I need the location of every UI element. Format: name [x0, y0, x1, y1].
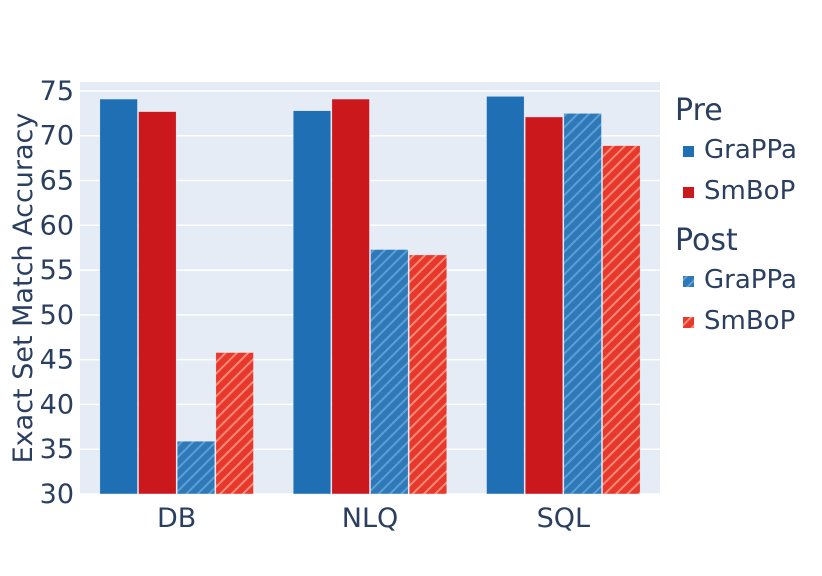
bar-post-grappa-nlq — [370, 249, 409, 495]
y-tick-label: 75 — [40, 76, 74, 107]
y-tick-label: 40 — [40, 389, 74, 420]
x-tick-label: SQL — [537, 503, 590, 534]
bar-post-smbop-db — [215, 352, 254, 495]
y-tick-label: 45 — [40, 345, 74, 376]
bars — [99, 96, 641, 495]
bar-pre-smbop-sql — [524, 116, 564, 495]
legend-swatch — [683, 317, 694, 328]
bar-post-grappa-sql — [563, 113, 602, 495]
y-tick-label: 35 — [40, 434, 74, 465]
bar-pre-grappa-nlq — [292, 110, 332, 495]
legend-swatch — [683, 146, 694, 157]
legend-label-grappa: GraPPa — [704, 265, 797, 295]
gridlines — [80, 90, 660, 495]
bar-pre-grappa-sql — [486, 96, 525, 495]
x-tick-label: NLQ — [342, 503, 399, 534]
y-tick-label: 50 — [40, 300, 74, 331]
legend-swatch — [683, 276, 694, 287]
bar-pre-smbop-nlq — [331, 98, 370, 495]
legend-label-grappa: GraPPa — [704, 135, 797, 165]
legend-swatch — [683, 187, 694, 198]
y-tick-label: 60 — [40, 210, 74, 241]
y-tick-label: 55 — [40, 255, 74, 286]
y-tick-labels: 30 35 40 45 50 55 60 65 70 75 — [40, 76, 74, 510]
y-tick-label: 65 — [40, 166, 74, 197]
x-tick-label: DB — [157, 503, 196, 534]
bar-post-smbop-sql — [602, 145, 641, 495]
y-tick-label: 30 — [40, 479, 74, 510]
bar-pre-smbop-db — [138, 111, 177, 495]
legend-label-smbop: SmBoP — [704, 306, 795, 336]
plot-background — [80, 82, 660, 494]
x-tick-labels: DB NLQ SQL — [157, 503, 590, 534]
legend-title-pre: Pre — [675, 93, 723, 128]
bar-post-grappa-db — [176, 440, 216, 495]
legend-title-post: Post — [675, 223, 738, 258]
bar-pre-grappa-db — [99, 98, 138, 495]
legend: Pre GraPPa SmBoP Post GraPPa SmBoP — [675, 93, 797, 336]
y-axis-title: Exact Set Match Accuracy — [8, 113, 39, 464]
bar-post-smbop-nlq — [408, 254, 448, 495]
legend-label-smbop: SmBoP — [704, 176, 795, 206]
y-tick-label: 70 — [40, 121, 74, 152]
